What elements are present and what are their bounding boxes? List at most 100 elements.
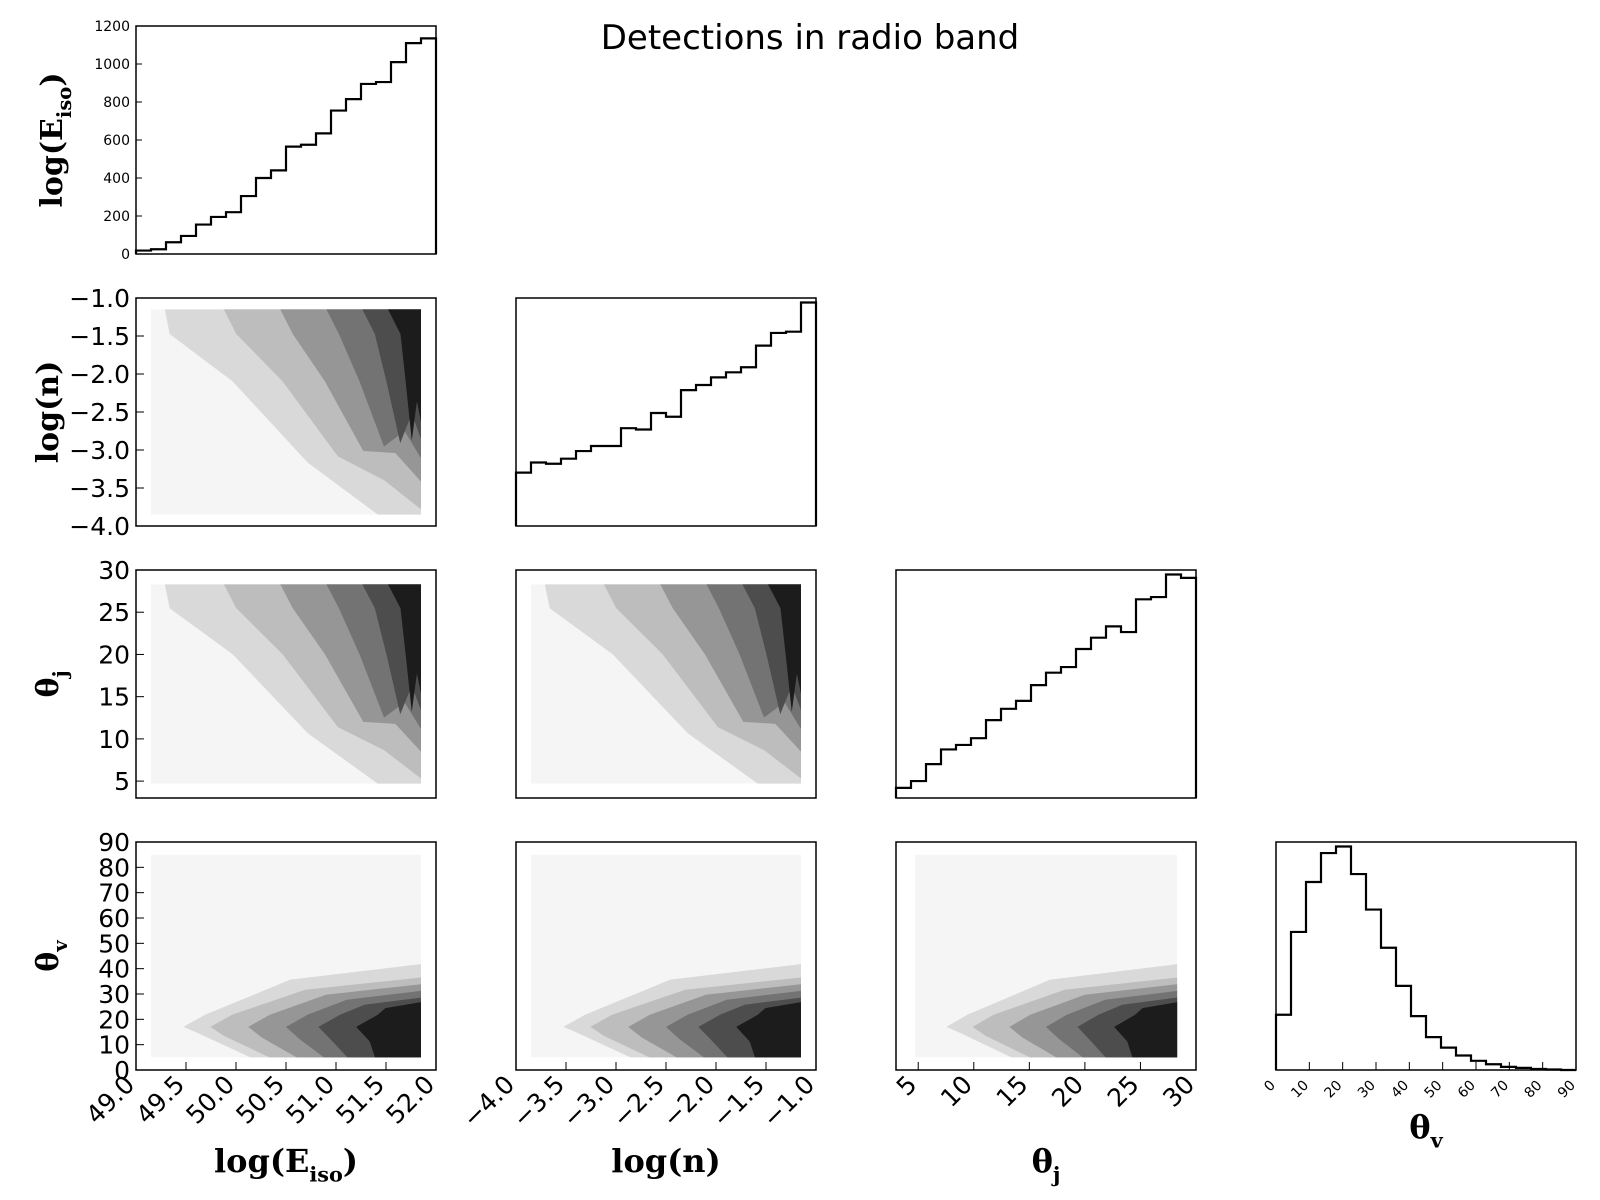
x-tick-label: 51.0 xyxy=(280,1070,340,1130)
y-tick-label: −2.5 xyxy=(69,398,130,427)
axis-label-E: log(Eiso) xyxy=(35,72,76,207)
x-tick-label: 5 xyxy=(891,1070,923,1102)
contour-fill-group xyxy=(531,854,801,1058)
y-tick-label: 800 xyxy=(103,95,130,111)
panel-frame xyxy=(895,569,1197,799)
y-tick-label: 0 xyxy=(114,1056,130,1085)
contour-fill-group xyxy=(151,309,421,515)
x-tick-label: 50.0 xyxy=(180,1070,240,1130)
x-axis-E: 49.049.550.050.551.051.552.0 xyxy=(80,1062,440,1130)
x-tick-label: −3.5 xyxy=(507,1070,570,1133)
panel-frame xyxy=(1275,841,1577,1071)
y-tick-label: 0 xyxy=(121,247,130,263)
contour-level-6 xyxy=(387,309,421,441)
y-tick-label: 10 xyxy=(98,1031,130,1060)
panel-frame xyxy=(515,569,817,799)
axis-label-n: log(n) xyxy=(611,1142,720,1180)
contour-level-6 xyxy=(1114,1002,1178,1058)
y-tick-label: 30 xyxy=(98,556,130,585)
x-tick-label: −1.0 xyxy=(757,1070,820,1133)
x-tick-label: −2.5 xyxy=(607,1070,670,1133)
y-tick-label: 20 xyxy=(98,640,130,669)
x-tick-label: 30 xyxy=(1355,1078,1379,1102)
x-tick-label: 30 xyxy=(1157,1070,1200,1113)
y-axis-tj: 5 10 15 20 25 30 xyxy=(98,556,144,796)
axis-label-tv: θv xyxy=(1409,1108,1443,1153)
contour-panel-n-tj xyxy=(515,569,817,799)
y-tick-label: 200 xyxy=(103,209,130,225)
panel-frame xyxy=(515,297,817,527)
y-tick-label: 90 xyxy=(98,828,130,857)
y-tick-label: −1.0 xyxy=(69,284,130,313)
x-tick-label: 25 xyxy=(1102,1070,1145,1113)
figure-title: Detections in radio band xyxy=(600,18,1020,58)
y-tick-label: 40 xyxy=(98,955,130,984)
y-tick-label: 20 xyxy=(98,1005,130,1034)
x-tick-label: 90 xyxy=(1555,1078,1579,1102)
x-tick-label: 52.0 xyxy=(380,1070,440,1130)
contour-level-6 xyxy=(356,1002,421,1058)
axis-label-tv: θv xyxy=(31,940,72,972)
axis-label-n: log(n) xyxy=(31,361,66,464)
y-tick-label: 15 xyxy=(98,683,130,712)
y-tick-label: −3.0 xyxy=(69,436,130,465)
x-tick-label: −4.0 xyxy=(457,1070,520,1133)
x-tick-label: −2.0 xyxy=(657,1070,720,1133)
histogram-tj xyxy=(894,569,1198,799)
x-tick-label: 49.5 xyxy=(130,1070,190,1130)
histogram-step-line xyxy=(1274,845,1576,1072)
contour-fill-group xyxy=(914,854,1178,1058)
y-tick-label: −1.5 xyxy=(69,322,130,351)
x-tick-label: 10 xyxy=(935,1070,978,1113)
contour-panel-E-tj xyxy=(135,569,437,799)
panel-frame xyxy=(135,569,437,799)
y-tick-label: 400 xyxy=(103,171,130,187)
panel-frame xyxy=(135,25,437,255)
histogram-step-line xyxy=(514,301,818,526)
y-tick-label: 5 xyxy=(114,767,130,796)
x-axis-n: −4.0−3.5−3.0−2.5−2.0−1.5−1.0 xyxy=(457,1062,820,1133)
x-tick-label: 50 xyxy=(1422,1078,1446,1102)
x-tick-label: 20 xyxy=(1322,1078,1346,1102)
panel-frame xyxy=(895,841,1197,1071)
contour-level-6 xyxy=(736,1002,801,1058)
y-tick-label: 25 xyxy=(98,598,130,627)
x-tick-label: 49.0 xyxy=(80,1070,140,1130)
y-tick-label: 10 xyxy=(98,725,130,754)
x-tick-label: −3.0 xyxy=(557,1070,620,1133)
axis-label-E: log(Eiso) xyxy=(214,1142,358,1187)
contour-panel-n-tv xyxy=(515,841,817,1071)
x-tick-label: 60 xyxy=(1455,1078,1479,1102)
y-tick-label: 70 xyxy=(98,879,130,908)
contour-fill-group xyxy=(151,584,421,784)
contour-panel-tj-tv xyxy=(895,841,1197,1071)
y-tick-label: −4.0 xyxy=(69,512,130,541)
y-tick-label: 30 xyxy=(98,980,130,1009)
y-tick-label: 600 xyxy=(103,133,130,149)
histogram-step-line xyxy=(134,37,438,254)
x-tick-label: 20 xyxy=(1046,1070,1089,1113)
x-tick-label: 0 xyxy=(1261,1078,1279,1096)
x-tick-label: 15 xyxy=(991,1070,1034,1113)
x-tick-label: −1.5 xyxy=(707,1070,770,1133)
x-tick-label: 80 xyxy=(1522,1078,1546,1102)
y-tick-label: −3.5 xyxy=(69,474,130,503)
y-tick-label: 1000 xyxy=(94,57,130,73)
y-tick-label: 80 xyxy=(98,853,130,882)
x-tick-label: 40 xyxy=(1388,1078,1412,1102)
contour-level-6 xyxy=(388,584,421,712)
axis-label-tj: θj xyxy=(1032,1142,1061,1187)
x-tick-label: 50.5 xyxy=(230,1070,290,1130)
histogram-n xyxy=(514,297,818,527)
contour-panel-E-n xyxy=(135,297,437,527)
y-tick-label: −2.0 xyxy=(69,360,130,389)
histogram-E: 0 200 400 600 800 1000 1200 xyxy=(94,19,438,263)
y-tick-label: 60 xyxy=(98,904,130,933)
contour-fill-group xyxy=(151,854,421,1058)
contour-panel-E-tv xyxy=(135,841,437,1071)
contour-fill-group xyxy=(531,584,801,784)
y-tick-label: 50 xyxy=(98,929,130,958)
contour-level-6 xyxy=(768,584,801,712)
